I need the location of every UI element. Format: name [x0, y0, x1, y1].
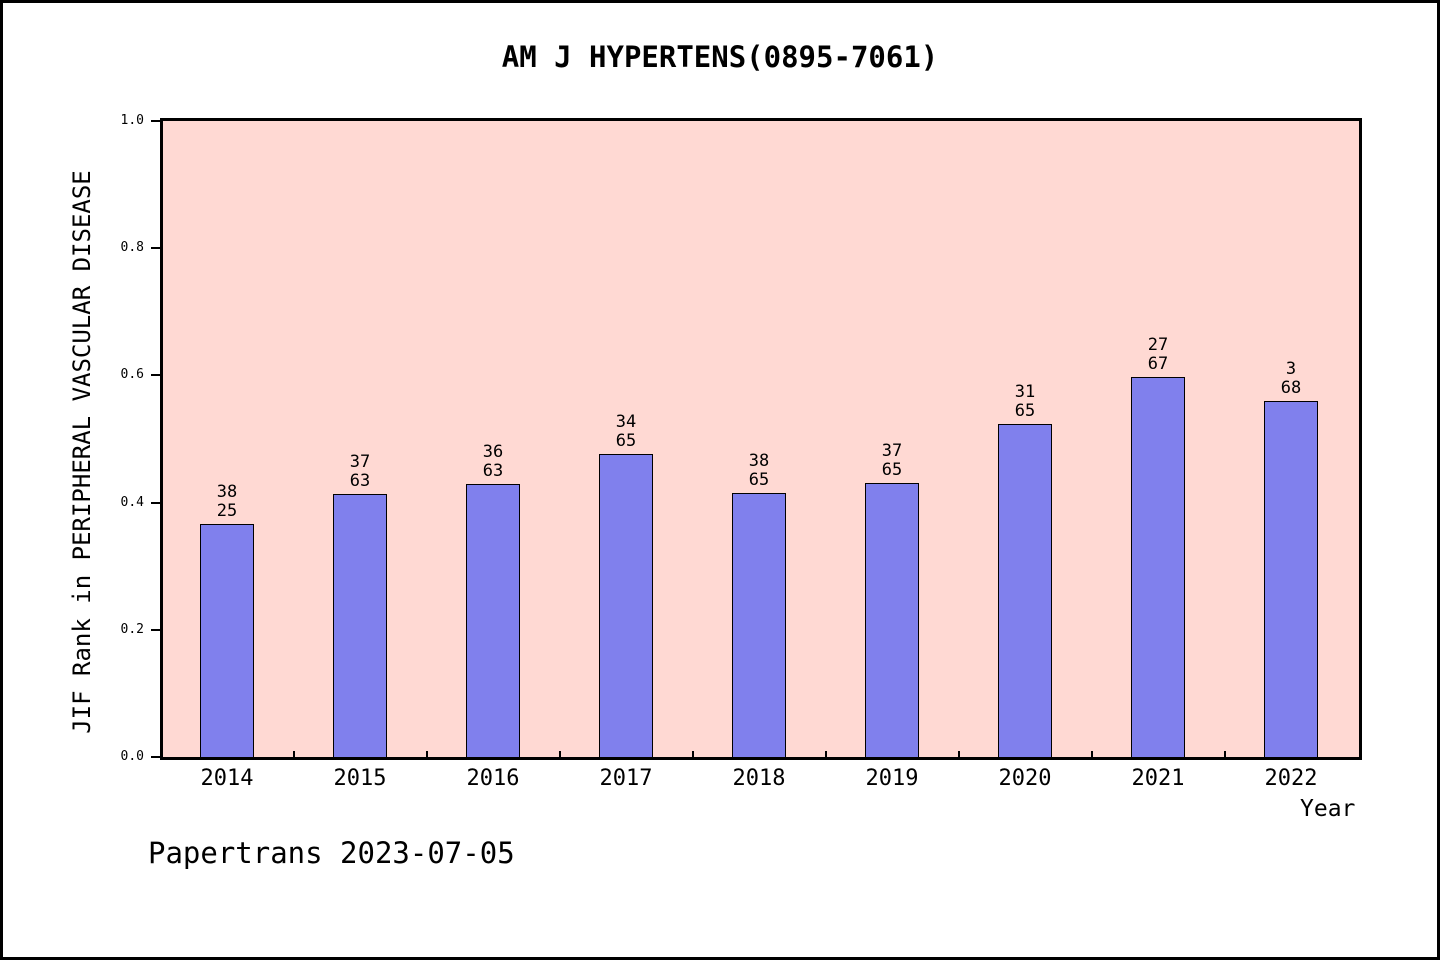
bar-label: 38 65 [699, 452, 819, 490]
bar-value-bottom: 65 [1014, 401, 1036, 421]
y-tick-label: 0.2 [120, 621, 144, 637]
bar-label: 38 25 [167, 483, 287, 521]
y-axis-label: JIF Rank in PERIPHERAL VASCULAR DISEASE [68, 170, 96, 734]
x-minor-tick [691, 751, 694, 757]
bar [466, 484, 520, 757]
x-minor-tick [558, 751, 561, 757]
bar-value-bottom: 65 [881, 460, 903, 480]
x-tick-label: 2018 [732, 766, 786, 791]
y-tick-mark [151, 247, 160, 250]
y-tick-mark [151, 628, 160, 631]
bar-label: 31 65 [965, 383, 1085, 421]
y-tick-label: 0.0 [120, 749, 144, 764]
x-tick-label: 2020 [998, 766, 1052, 791]
x-minor-tick [1223, 751, 1226, 757]
bar-value-top: 37 [881, 441, 903, 461]
x-minor-tick [292, 751, 295, 757]
chart-title: AM J HYPERTENS(0895-7061) [501, 40, 939, 74]
bar-value-bottom: 68 [1280, 378, 1302, 398]
x-tick-label: 2016 [466, 766, 520, 791]
y-tick-label: 0.8 [120, 240, 144, 256]
y-tick-label: 1.0 [120, 113, 144, 128]
bar [1264, 401, 1318, 757]
x-minor-tick [1090, 751, 1093, 757]
y-tick-mark [151, 374, 160, 377]
y-tick-mark [151, 501, 160, 504]
x-tick-label: 2017 [599, 766, 653, 791]
bar-value-bottom: 65 [615, 431, 637, 451]
x-tick-label: 2022 [1264, 766, 1318, 791]
bar-value-bottom: 63 [349, 471, 371, 491]
x-tick-label: 2014 [200, 766, 254, 791]
bar-label: 34 65 [566, 413, 686, 451]
x-tick-label: 2021 [1131, 766, 1185, 791]
bar [1131, 377, 1185, 757]
x-minor-tick [824, 751, 827, 757]
bar [599, 454, 653, 757]
bar [998, 424, 1052, 757]
y-tick-label: 0.4 [120, 494, 144, 510]
bar-value-top: 27 [1147, 335, 1169, 355]
bar-value-top: 36 [482, 442, 504, 462]
x-tick-label: 2019 [865, 766, 919, 791]
bar-value-top: 31 [1014, 382, 1036, 402]
bar [200, 524, 254, 757]
bar-value-bottom: 65 [748, 470, 770, 490]
bar-value-top: 37 [349, 452, 371, 472]
x-minor-tick [425, 751, 428, 757]
bar-label: 3 68 [1231, 360, 1351, 398]
bar-label: 36 63 [433, 443, 553, 481]
bar-value-bottom: 63 [482, 461, 504, 481]
bar-value-bottom: 25 [216, 501, 238, 521]
bar-value-top: 34 [615, 412, 637, 432]
bar [865, 483, 919, 757]
plot-area: 38 25 37 63 36 63 34 65 38 65 37 65 31 65 27 67 3 68 [160, 118, 1362, 760]
bar-value-top: 3 [1285, 359, 1297, 379]
y-tick-mark [151, 120, 160, 122]
bar-value-bottom: 67 [1147, 354, 1169, 374]
y-tick-label: 0.6 [120, 367, 144, 383]
x-minor-tick [957, 751, 960, 757]
x-tick-label: 2015 [333, 766, 387, 791]
x-axis-label: Year [1300, 796, 1356, 822]
bar [333, 494, 387, 757]
bar-label: 37 65 [832, 442, 952, 480]
bar-value-top: 38 [216, 482, 238, 502]
bar-label: 37 63 [300, 453, 420, 491]
bar-value-top: 38 [748, 451, 770, 471]
bar [732, 493, 786, 757]
bar-label: 27 67 [1098, 336, 1218, 374]
footer-text: Papertrans 2023-07-05 [148, 836, 515, 870]
y-tick-mark [151, 756, 160, 758]
